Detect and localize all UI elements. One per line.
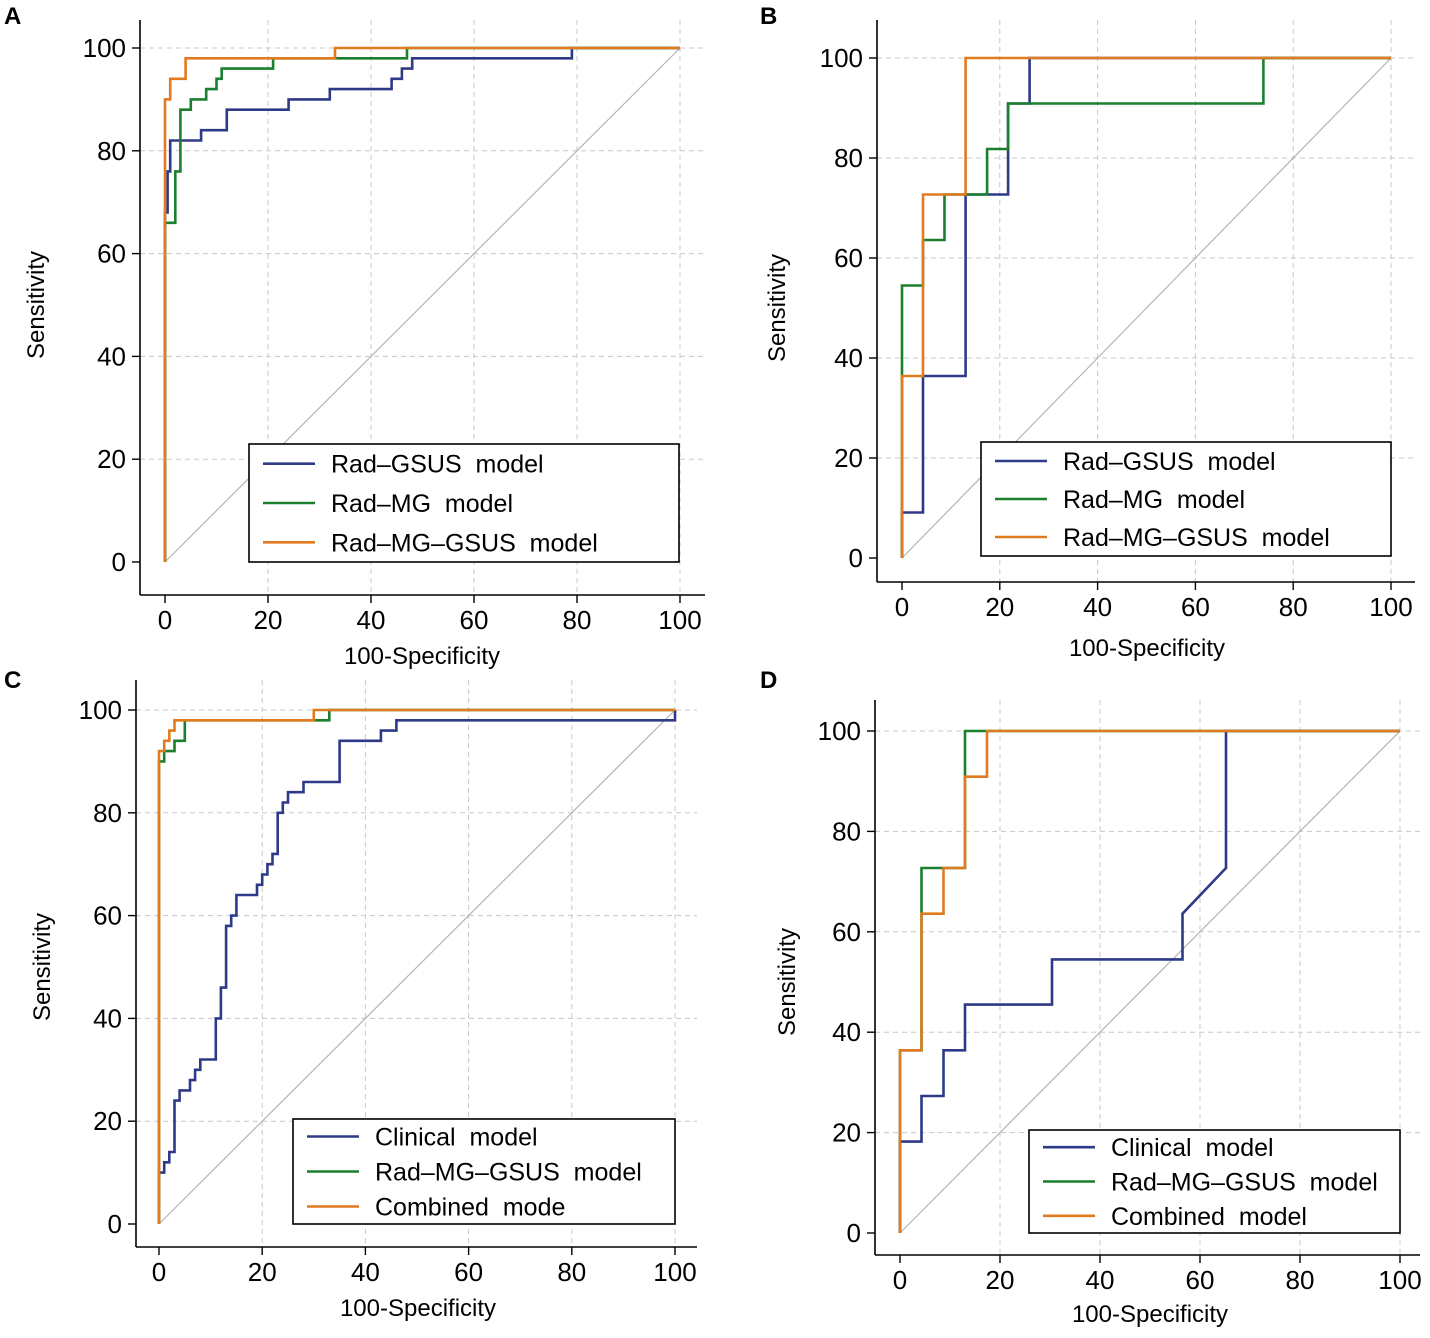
x-tick-label: 100: [653, 1257, 696, 1287]
x-tick-label: 60: [1186, 1265, 1215, 1295]
y-tick-label: 80: [93, 798, 122, 828]
y-tick-label: 0: [112, 547, 126, 577]
roc-curve-2: [163, 46, 680, 562]
reference-diagonal: [158, 709, 676, 1225]
y-axis-title: Sensitivity: [764, 254, 791, 362]
y-tick-label: 20: [93, 1106, 122, 1136]
roc-curve-1: [163, 46, 680, 562]
x-axis-title: 100-Specificity: [1072, 1301, 1228, 1328]
y-tick-label: 60: [832, 917, 861, 947]
y-tick-label: 80: [834, 143, 863, 173]
panel-label: C: [4, 667, 21, 694]
legend-label: Rad–GSUS model: [331, 451, 544, 479]
x-tick-label: 20: [985, 592, 1014, 622]
roc-curve-2: [157, 708, 675, 1224]
x-tick-label: 0: [158, 605, 172, 635]
y-tick-label: 0: [847, 1218, 861, 1248]
x-axis-title: 100-Specificity: [340, 1295, 496, 1322]
y-tick-label: 100: [820, 43, 863, 73]
y-tick-label: 20: [834, 443, 863, 473]
y-tick-label: 100: [83, 33, 126, 63]
x-tick-label: 0: [893, 1265, 907, 1295]
x-tick-label: 100: [1378, 1265, 1421, 1295]
y-axis-title: Sensitivity: [774, 928, 801, 1036]
x-axis-title: 100-Specificity: [1069, 635, 1225, 662]
x-tick-label: 0: [152, 1257, 166, 1287]
panel-a: A 0 20 40 60 80 100 0 20 40 60 80 100 100-Specificity…: [4, 3, 705, 670]
y-tick-label: 100: [818, 716, 861, 746]
legend-label: Clinical model: [375, 1124, 538, 1152]
x-tick-label: 80: [1286, 1265, 1315, 1295]
roc-curve-3: [900, 56, 1391, 558]
legend-label: Combined model: [1111, 1203, 1307, 1231]
y-tick-label: 20: [97, 444, 126, 474]
x-tick-label: 40: [1083, 592, 1112, 622]
roc-curve-1: [898, 729, 1400, 1233]
y-tick-label: 60: [834, 243, 863, 273]
panel-label: B: [760, 3, 777, 30]
x-tick-label: 100: [658, 605, 701, 635]
panel-label: A: [4, 3, 21, 30]
panel-b: B 0 20 40 60 80 100 0 20 40 60 80 100 100-Specificity…: [760, 3, 1415, 662]
y-tick-label: 40: [93, 1003, 122, 1033]
y-tick-label: 60: [97, 239, 126, 269]
panel-label: D: [760, 667, 777, 694]
x-tick-label: 80: [1279, 592, 1308, 622]
y-tick-label: 0: [108, 1209, 122, 1239]
x-tick-label: 40: [351, 1257, 380, 1287]
x-tick-label: 20: [986, 1265, 1015, 1295]
legend-label: Clinical model: [1111, 1134, 1274, 1162]
legend-label: Combined mode: [375, 1194, 565, 1222]
x-tick-label: 20: [248, 1257, 277, 1287]
x-tick-label: 40: [357, 605, 386, 635]
x-tick-label: 0: [895, 592, 909, 622]
x-tick-label: 80: [563, 605, 592, 635]
x-tick-label: 60: [1181, 592, 1210, 622]
x-tick-label: 20: [254, 605, 283, 635]
roc-curve-3: [898, 729, 1400, 1233]
legend-box: [980, 441, 1392, 557]
legend-box: [248, 443, 680, 563]
panel-c: C 0 20 40 60 80 100 0 20 40 60 80 100 100-Specificity…: [4, 667, 697, 1322]
y-tick-label: 80: [832, 816, 861, 846]
legend-label: Rad–GSUS model: [1063, 448, 1276, 476]
y-tick-label: 40: [97, 341, 126, 371]
x-tick-label: 60: [460, 605, 489, 635]
reference-diagonal: [899, 730, 1401, 1234]
legend-label: Rad–MG model: [331, 490, 513, 518]
legend-label: Rad–MG–GSUS model: [375, 1159, 642, 1187]
y-tick-label: 0: [849, 543, 863, 573]
roc-curve-3: [157, 708, 675, 1224]
roc-curve-1: [157, 710, 677, 1224]
y-tick-label: 40: [834, 343, 863, 373]
legend-label: Rad–MG model: [1063, 486, 1245, 514]
x-tick-label: 80: [557, 1257, 586, 1287]
panel-d: D 0 20 40 60 80 100 0 20 40 60 80 100 100-Specificity…: [760, 667, 1422, 1328]
x-tick-label: 40: [1086, 1265, 1115, 1295]
legend-label: Rad–MG–GSUS model: [1111, 1169, 1378, 1197]
x-axis-title: 100-Specificity: [344, 643, 500, 670]
y-tick-label: 40: [832, 1017, 861, 1047]
y-tick-label: 100: [79, 695, 122, 725]
legend-label: Rad–MG–GSUS model: [331, 529, 598, 557]
y-tick-label: 20: [832, 1118, 861, 1148]
x-tick-label: 100: [1369, 592, 1412, 622]
roc-curve-3: [163, 46, 680, 562]
x-tick-label: 60: [454, 1257, 483, 1287]
y-tick-label: 80: [97, 136, 126, 166]
legend-label: Rad–MG–GSUS model: [1063, 524, 1330, 552]
y-axis-title: Sensitivity: [23, 251, 50, 359]
y-tick-label: 60: [93, 901, 122, 931]
y-axis-title: Sensitivity: [29, 913, 56, 1021]
